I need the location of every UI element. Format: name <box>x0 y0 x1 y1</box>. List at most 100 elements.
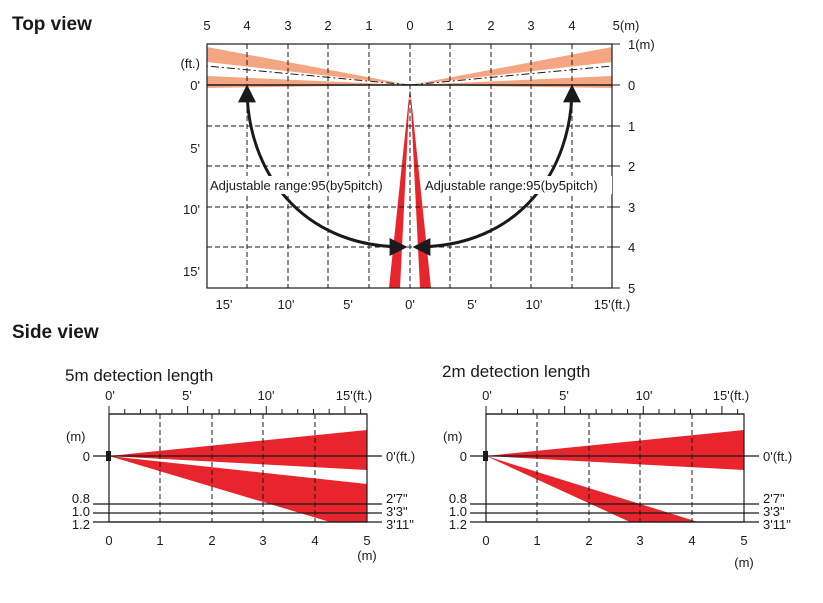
side-panel-5m: 5m detection length 0' 5' 10' 15'(ft.) (… <box>65 366 415 563</box>
svg-text:5': 5' <box>559 388 569 403</box>
svg-text:10': 10' <box>526 297 543 312</box>
panel-2m-title: 2m detection length <box>442 362 590 381</box>
panel-2m-left-ticks: 0 0.8 1.0 1.2 <box>449 449 467 532</box>
svg-text:10': 10' <box>258 388 275 403</box>
svg-text:1: 1 <box>446 18 453 33</box>
svg-text:10': 10' <box>278 297 295 312</box>
svg-text:0: 0 <box>460 449 467 464</box>
svg-text:0': 0' <box>105 388 115 403</box>
svg-text:0': 0' <box>190 78 200 93</box>
svg-text:3: 3 <box>259 533 266 548</box>
svg-text:3: 3 <box>284 18 291 33</box>
svg-text:0'(ft.): 0'(ft.) <box>763 449 792 464</box>
svg-text:2: 2 <box>628 159 635 174</box>
range-label-bg-left <box>209 176 394 194</box>
side-view-title: Side view <box>12 322 99 343</box>
svg-text:15'(ft.): 15'(ft.) <box>713 388 749 403</box>
svg-text:1: 1 <box>533 533 540 548</box>
svg-text:15'(ft.): 15'(ft.) <box>336 388 372 403</box>
svg-text:0: 0 <box>628 78 635 93</box>
svg-text:10': 10' <box>636 388 653 403</box>
svg-text:5': 5' <box>190 141 200 156</box>
svg-text:1: 1 <box>628 119 635 134</box>
panel-5m-beam-upper <box>109 430 367 470</box>
panel-5m-height-lines <box>93 455 382 523</box>
svg-text:1: 1 <box>156 533 163 548</box>
panel-2m-right-ticks: 0'(ft.) 2'7" 3'3" 3'11" <box>763 449 792 532</box>
panel-5m-bottom-ticks: 0 1 2 3 4 5 (m) <box>105 533 376 563</box>
svg-text:4: 4 <box>688 533 695 548</box>
top-side-beam-right-inner <box>410 76 612 88</box>
panel-5m-m-label: (m) <box>66 429 86 444</box>
svg-text:0: 0 <box>83 449 90 464</box>
panel-5m-beam-lower <box>109 456 367 522</box>
top-side-beam-left-inner <box>207 76 410 88</box>
svg-text:0.8: 0.8 <box>449 491 467 506</box>
panel-5m-ruler-ticks <box>108 406 362 414</box>
svg-text:10': 10' <box>183 202 200 217</box>
panel-2m-sensor <box>483 451 488 461</box>
svg-text:3'11": 3'11" <box>763 517 791 532</box>
svg-text:1: 1 <box>365 18 372 33</box>
svg-text:5': 5' <box>467 297 477 312</box>
svg-text:1.2: 1.2 <box>449 517 467 532</box>
range-label-right: Adjustable range:95(by5pitch) <box>425 178 598 193</box>
panel-2m-bottom-ticks: 0 1 2 3 4 5 (m) <box>482 533 753 570</box>
svg-text:15'(ft.): 15'(ft.) <box>594 297 630 312</box>
svg-text:2: 2 <box>487 18 494 33</box>
svg-text:0: 0 <box>482 533 489 548</box>
top-axis-right-tick-marks <box>612 43 620 289</box>
range-arc-right <box>412 84 581 256</box>
svg-text:3'3": 3'3" <box>763 504 785 519</box>
svg-text:0'(ft.): 0'(ft.) <box>386 449 415 464</box>
svg-text:(m): (m) <box>357 548 377 563</box>
svg-text:0: 0 <box>406 18 413 33</box>
panel-5m-title: 5m detection length <box>65 366 213 385</box>
svg-text:0': 0' <box>405 297 415 312</box>
top-view-diagram: Adjustable range:95(by5pitch) Adjustable… <box>181 18 655 312</box>
top-axis-left-ticks: (ft.) 0' 5' 10' 15' <box>181 56 201 279</box>
panel-5m-ft-ticks: 0' 5' 10' 15'(ft.) <box>105 388 372 403</box>
svg-text:5: 5 <box>628 281 635 296</box>
svg-text:15': 15' <box>183 264 200 279</box>
svg-text:5(m): 5(m) <box>613 18 640 33</box>
range-arc-left <box>238 84 408 256</box>
panel-2m-ft-ticks: 0' 5' 10' 15'(ft.) <box>482 388 749 403</box>
svg-text:3'11": 3'11" <box>386 517 414 532</box>
panel-5m-left-ticks: 0 0.8 1.0 1.2 <box>72 449 90 532</box>
svg-text:(m): (m) <box>734 555 754 570</box>
svg-text:0.8: 0.8 <box>72 491 90 506</box>
panel-2m-m-label: (m) <box>443 429 463 444</box>
svg-text:5': 5' <box>343 297 353 312</box>
top-axis-m-ticks: 5 4 3 2 1 0 1 2 3 4 5(m) <box>203 18 639 33</box>
top-axis-right-ticks: 1(m) 0 1 2 3 4 5 <box>628 37 655 296</box>
top-view-title: Top view <box>12 14 92 35</box>
svg-text:3: 3 <box>636 533 643 548</box>
panel-5m-sensor <box>106 451 111 461</box>
svg-text:2: 2 <box>324 18 331 33</box>
svg-text:4: 4 <box>243 18 250 33</box>
top-side-axis-right <box>409 65 613 86</box>
svg-text:5: 5 <box>203 18 210 33</box>
svg-text:5': 5' <box>182 388 192 403</box>
svg-text:3'3": 3'3" <box>386 504 408 519</box>
top-axis-bottom-ticks: 15' 10' 5' 0' 5' 10' 15'(ft.) <box>216 297 631 312</box>
svg-text:4: 4 <box>568 18 575 33</box>
panel-5m-right-ticks: 0'(ft.) 2'7" 3'3" 3'11" <box>386 449 415 532</box>
svg-text:(ft.): (ft.) <box>181 56 201 71</box>
svg-text:3: 3 <box>628 200 635 215</box>
svg-text:1.0: 1.0 <box>449 504 467 519</box>
panel-2m-ruler-ticks <box>485 406 739 414</box>
svg-text:5: 5 <box>363 533 370 548</box>
svg-text:1.0: 1.0 <box>72 504 90 519</box>
top-side-axis-left <box>206 65 411 86</box>
top-side-beam-right-outer <box>410 47 612 85</box>
svg-text:1.2: 1.2 <box>72 517 90 532</box>
svg-text:0': 0' <box>482 388 492 403</box>
panel-2m-beam-upper <box>486 430 744 470</box>
svg-text:0: 0 <box>105 533 112 548</box>
svg-text:3: 3 <box>527 18 534 33</box>
range-label-left: Adjustable range:95(by5pitch) <box>210 178 383 193</box>
panel-2m-beam-lower <box>486 456 698 522</box>
svg-text:2: 2 <box>585 533 592 548</box>
